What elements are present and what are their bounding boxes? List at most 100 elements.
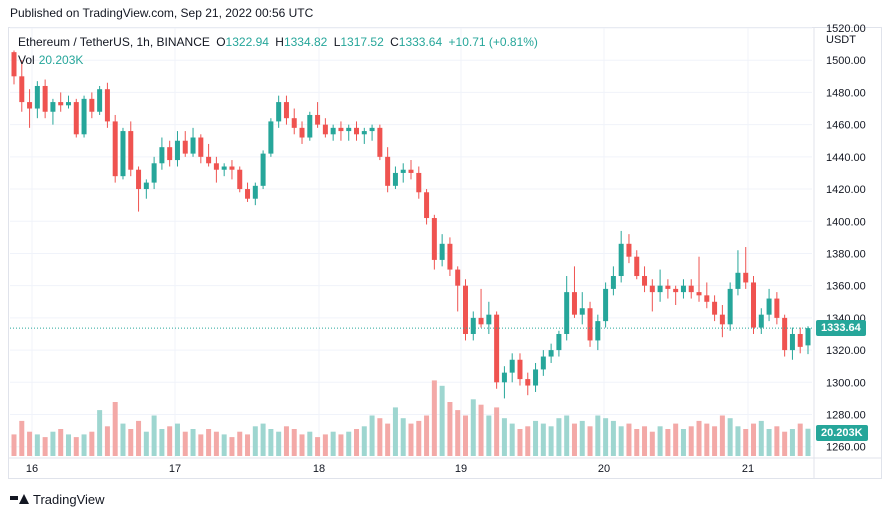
price-tick-label: 1460.00: [826, 120, 866, 132]
change-value: +10.71 (+0.81%): [448, 35, 538, 49]
candle-body: [494, 314, 500, 383]
candle-body: [97, 89, 103, 112]
volume-bar: [501, 418, 507, 456]
volume-bar: [283, 426, 289, 456]
candle-body: [462, 285, 468, 334]
volume-bar: [65, 434, 71, 456]
volume-bar: [455, 410, 461, 456]
candle-body: [221, 166, 227, 170]
candle-body: [245, 189, 251, 199]
volume-legend: Vol 20.203K: [18, 53, 83, 67]
volume-bar: [260, 423, 266, 456]
volume-bar: [805, 428, 811, 456]
symbol-label[interactable]: Ethereum / TetherUS, 1h, BINANCE: [18, 35, 210, 49]
volume-bar: [346, 431, 352, 456]
candle-body: [618, 243, 624, 277]
volume-bar: [439, 385, 445, 456]
volume-bar: [299, 434, 305, 456]
volume-bar: [486, 415, 492, 456]
candle-body: [424, 192, 430, 219]
volume-bar: [789, 429, 795, 456]
candle-body: [431, 218, 437, 260]
time-tick-label: 19: [455, 463, 467, 475]
time-tick-label: 20: [598, 463, 610, 475]
volume-bar: [766, 429, 772, 456]
volume-bar: [276, 431, 282, 456]
candle-body: [42, 85, 48, 112]
candle-body: [751, 282, 757, 328]
candle-body: [719, 314, 725, 325]
tradingview-footer[interactable]: TradingView: [10, 492, 105, 507]
price-tick-label: 1440.00: [826, 152, 866, 164]
candle-body: [307, 114, 313, 138]
volume-bar: [400, 418, 406, 456]
candle-body: [470, 317, 476, 334]
volume-bar: [354, 429, 360, 456]
volume-bar: [89, 431, 95, 456]
close-value: C1333.64: [390, 35, 443, 49]
volume-bar: [665, 429, 671, 456]
candle-body: [595, 321, 601, 341]
candle-body: [782, 317, 788, 351]
candle-body: [416, 172, 422, 193]
candle-body: [634, 256, 640, 277]
candle-body: [766, 298, 772, 315]
volume-bar: [120, 423, 126, 456]
volume-bar: [252, 426, 258, 456]
candle-body: [377, 127, 383, 157]
volume-bar: [603, 418, 609, 456]
volume-bar: [416, 420, 422, 456]
candle-body: [283, 102, 289, 119]
price-tick-label: 1480.00: [826, 87, 866, 99]
candle-body: [198, 137, 204, 157]
candle-body: [533, 369, 539, 386]
volume-bar: [758, 420, 764, 456]
volume-bar: [797, 423, 803, 456]
volume-bar: [517, 429, 523, 456]
candle-body: [408, 169, 414, 173]
volume-bar: [27, 431, 33, 456]
candle-body: [268, 121, 274, 154]
candle-body: [206, 156, 212, 164]
volume-bar: [112, 402, 118, 456]
candle-body: [182, 140, 188, 154]
footer-brand: TradingView: [33, 492, 105, 507]
candle-body: [556, 333, 562, 351]
volume-label[interactable]: Vol: [18, 53, 35, 67]
candle-body: [174, 140, 180, 161]
price-tick-label: 1360.00: [826, 281, 866, 293]
candle-body: [548, 350, 554, 357]
candle-body: [65, 102, 71, 106]
volume-bar: [245, 434, 251, 456]
volume-bar: [213, 431, 219, 456]
candle-body: [540, 356, 546, 370]
candle-body: [112, 121, 118, 177]
volume-bar: [206, 429, 212, 456]
volume-bar: [618, 426, 624, 456]
time-tick-label: 17: [169, 463, 181, 475]
candle-body: [143, 182, 149, 190]
volume-bar: [642, 426, 648, 456]
low-value: L1317.52: [333, 35, 384, 49]
price-tick-label: 1520.00: [826, 23, 866, 35]
volume-bar: [58, 429, 64, 456]
volume-bar: [610, 420, 616, 456]
price-tick-label: 1300.00: [826, 377, 866, 389]
price-tick-label: 1320.00: [826, 345, 866, 357]
candle-body: [743, 272, 749, 283]
candle-body: [626, 243, 632, 257]
candle-body: [299, 127, 305, 138]
candle-body: [252, 185, 258, 199]
candle-body: [455, 269, 461, 286]
volume-bar: [447, 402, 453, 456]
chart-legend: Ethereum / TetherUS, 1h, BINANCE O1322.9…: [18, 35, 541, 49]
volume-bar: [198, 434, 204, 456]
candle-body: [805, 328, 811, 346]
volume-bar: [307, 431, 313, 456]
candle-body: [727, 288, 733, 325]
candle-body: [237, 169, 243, 190]
published-note: Published on TradingView.com, Sep 21, 20…: [10, 6, 314, 20]
price-tick-label: 1260.00: [826, 442, 866, 454]
volume-bar: [369, 415, 375, 456]
